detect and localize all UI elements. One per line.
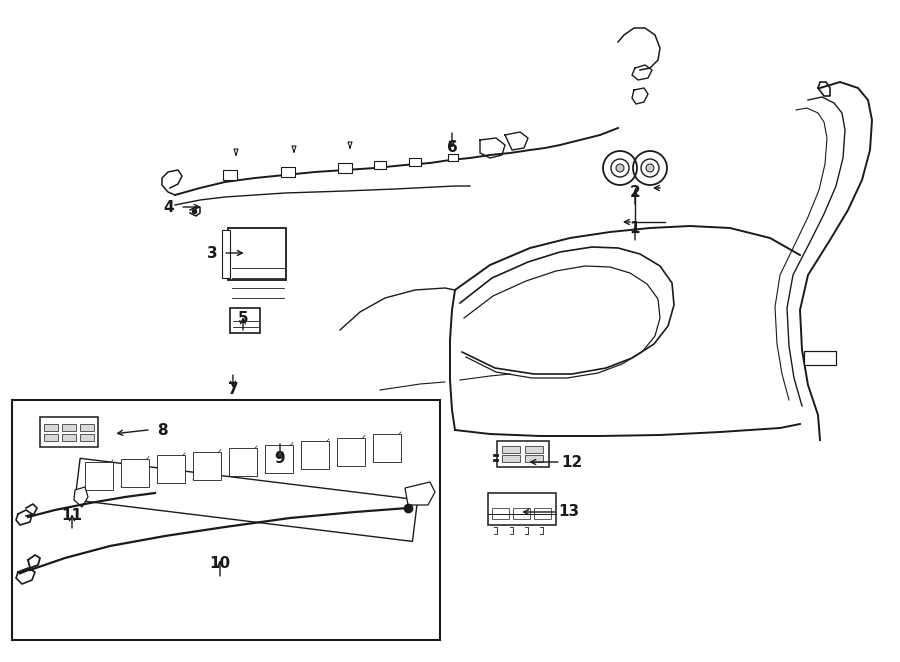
Bar	[373, 434, 401, 462]
Bar	[337, 438, 365, 465]
Circle shape	[646, 164, 654, 172]
Bar	[525, 455, 543, 462]
Text: 8: 8	[157, 422, 167, 438]
Circle shape	[616, 164, 624, 172]
Bar	[502, 455, 520, 462]
Bar	[80, 424, 94, 431]
Bar	[488, 493, 556, 525]
Polygon shape	[405, 482, 435, 505]
Bar	[497, 441, 549, 467]
Bar	[374, 161, 386, 169]
Bar	[193, 451, 221, 479]
Bar	[409, 158, 421, 166]
Text: 7: 7	[228, 381, 238, 397]
Text: 10: 10	[210, 557, 230, 571]
Bar	[40, 417, 98, 447]
Bar	[75, 458, 418, 542]
Bar	[44, 434, 58, 441]
Bar	[804, 351, 836, 365]
Bar	[230, 308, 260, 333]
Bar	[525, 446, 543, 453]
Text: 5: 5	[238, 310, 248, 326]
Bar	[229, 448, 257, 476]
Bar	[448, 154, 458, 161]
Bar	[513, 508, 530, 519]
Bar	[222, 230, 230, 278]
Bar	[62, 424, 76, 431]
Text: 3: 3	[207, 246, 217, 261]
Bar	[85, 462, 113, 490]
Bar	[12, 400, 440, 640]
Bar	[281, 167, 295, 177]
Bar	[338, 163, 352, 173]
Bar	[492, 508, 509, 519]
Text: 9: 9	[274, 451, 285, 465]
Text: 4: 4	[164, 199, 175, 214]
Polygon shape	[74, 487, 88, 507]
Text: 2: 2	[630, 185, 641, 199]
Bar	[223, 170, 237, 180]
Bar	[534, 508, 551, 519]
Text: 13: 13	[558, 504, 580, 520]
Bar	[80, 434, 94, 441]
Bar	[301, 441, 329, 469]
Text: 6: 6	[446, 140, 457, 154]
Bar	[502, 446, 520, 453]
Bar	[157, 455, 185, 483]
Text: 1: 1	[630, 220, 640, 236]
Bar	[44, 424, 58, 431]
Text: 11: 11	[61, 508, 83, 524]
Bar	[228, 228, 286, 280]
Bar	[121, 459, 149, 487]
Bar	[265, 444, 293, 473]
Bar	[62, 434, 76, 441]
Text: 12: 12	[562, 455, 582, 469]
